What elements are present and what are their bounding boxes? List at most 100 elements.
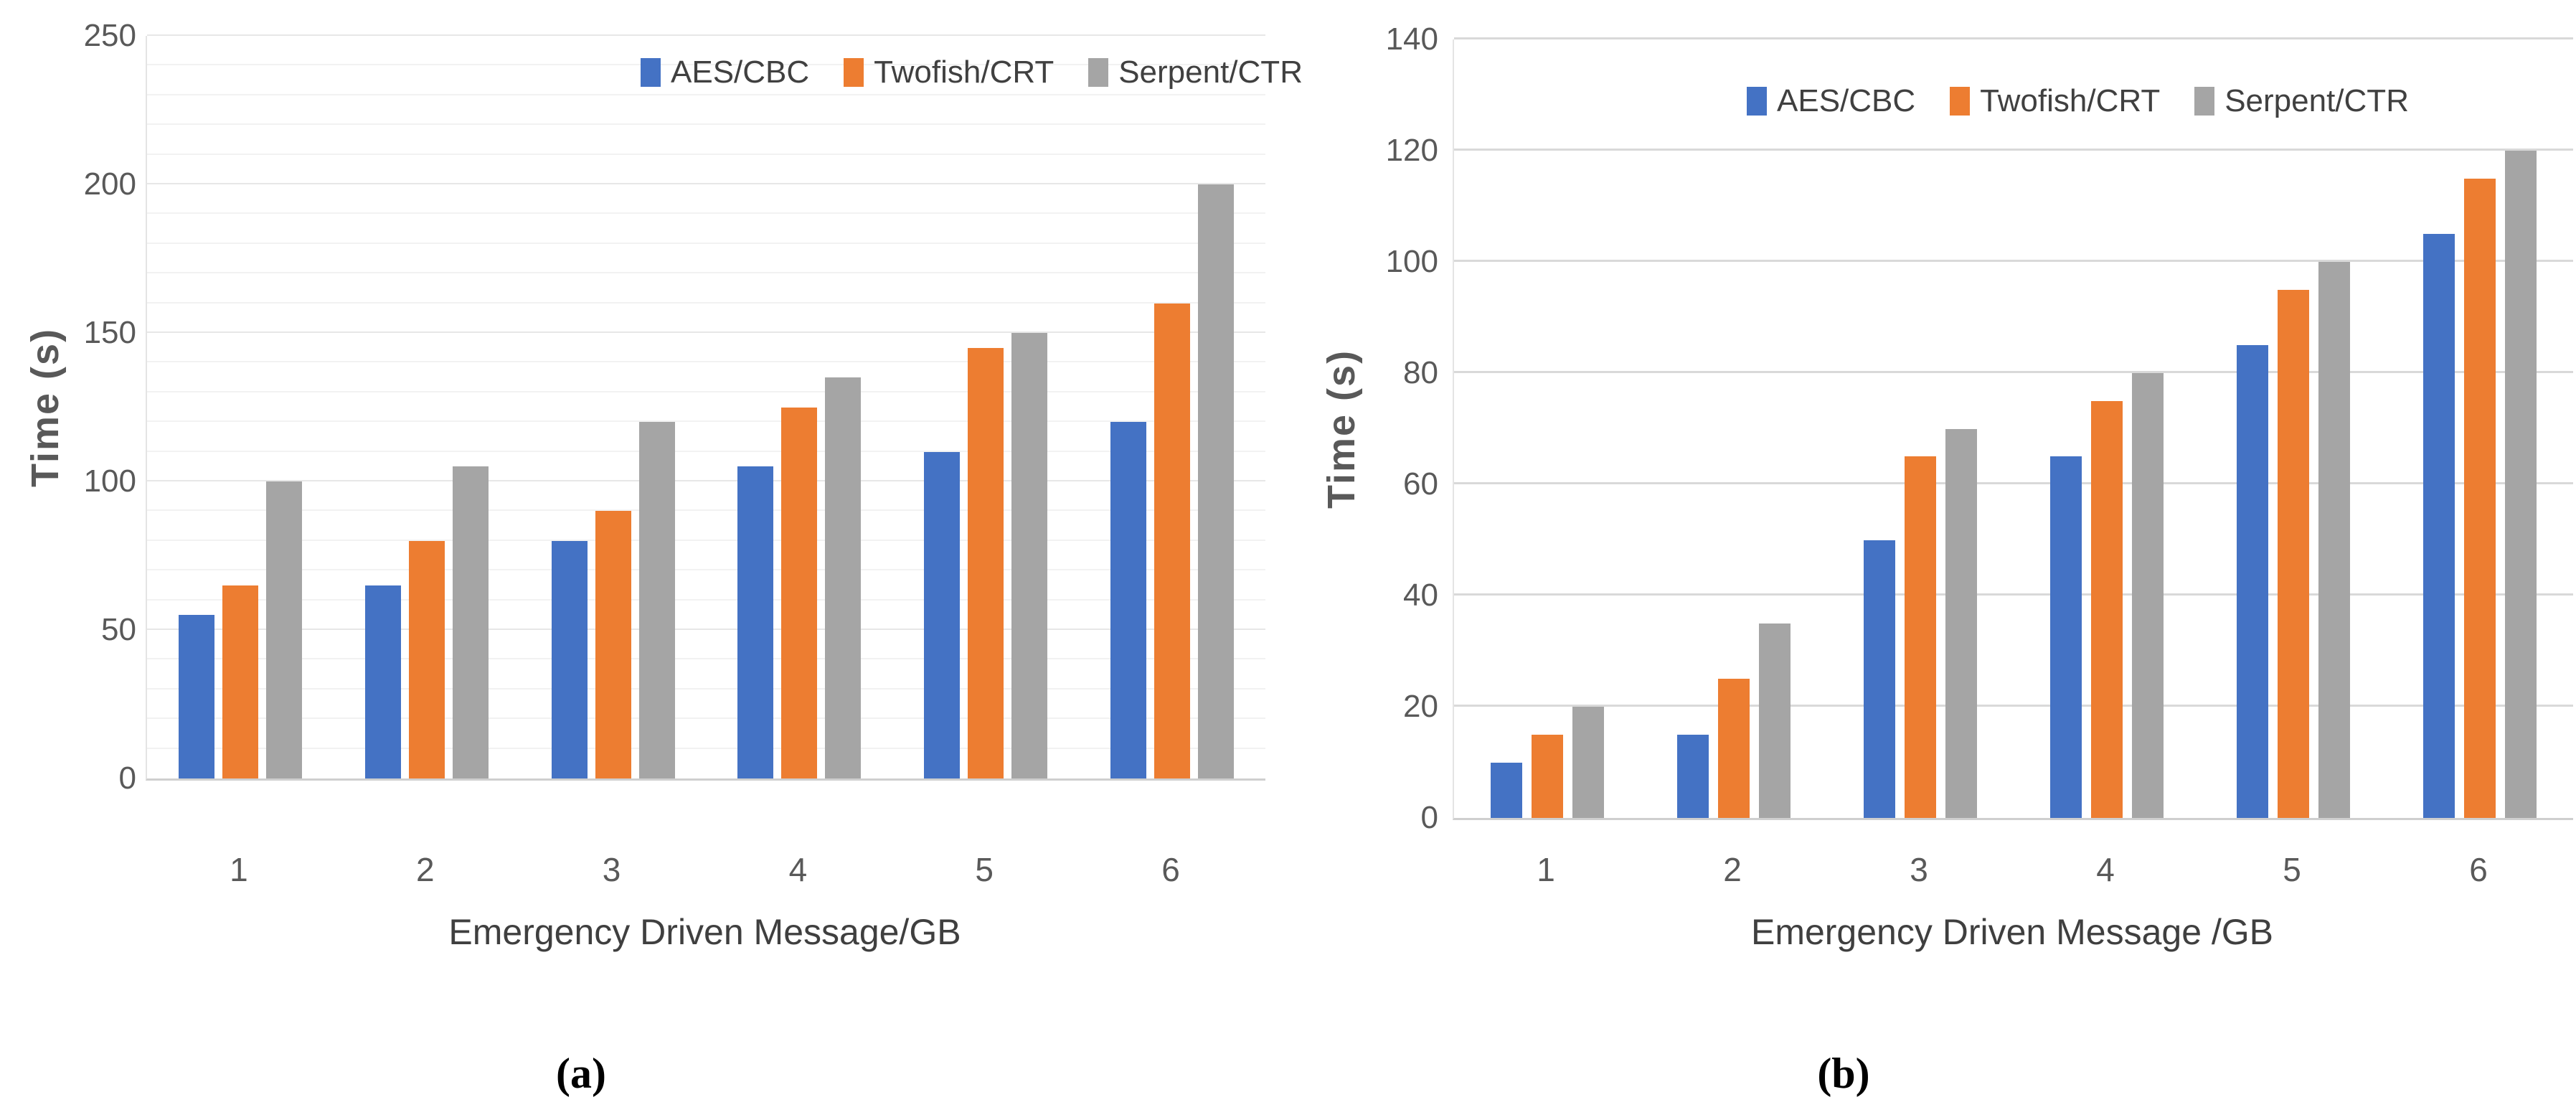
legend-label: Serpent/CTR [2224,83,2409,118]
caption-a: (a) [556,1050,606,1097]
gridline [147,450,1265,452]
gridline [147,598,1265,601]
bar-twofish-crt [2464,178,2496,818]
chart-a: Time (s) 0 50 100 150 200 250 AES/CBC Twofish/… [22,20,1303,1098]
gridline [147,629,1265,630]
gridline [147,272,1265,274]
bar-aes-cbc [2050,456,2082,818]
bar-twofish-crt [2278,289,2309,818]
legend-swatch-icon [1950,87,1971,116]
y-tick-label: 40 [1403,578,1438,613]
legend: AES/CBC Twofish/CRT Serpent/CTR [1747,83,2409,119]
x-axis-title: Emergency Driven Message /GB [1750,912,2274,952]
y-tick-label: 100 [1385,244,1438,279]
chart-b: Time (s) 0 20 40 60 80 100 120 140 AES/CBC Twofi… [1288,0,2576,1120]
gridline [147,420,1265,423]
y-axis-ticks: 0 20 40 60 80 100 120 140 [1316,24,1438,834]
legend-swatch-icon [1088,58,1109,87]
legend-label: Twofish/CRT [1980,83,2161,118]
bar-serpent-ctr [1011,333,1048,778]
gridline [147,717,1265,720]
gridline [147,361,1265,363]
gridline [147,64,1265,66]
gridline [1454,593,2573,596]
x-tick-label: 6 [1161,851,1180,888]
x-tick-label: 1 [230,851,248,888]
legend-item: Twofish/CRT [844,55,1054,90]
y-tick-label: 20 [1403,689,1438,724]
bar-twofish-crt [1532,734,1563,818]
gridline [1454,260,2573,262]
bar-serpent-ctr [825,377,862,778]
legend-label: AES/CBC [671,55,810,90]
bar-aes-cbc [364,585,401,778]
x-tick-label: 6 [2469,851,2488,888]
legend-item: AES/CBC [641,55,809,90]
legend-item: Twofish/CRT [1950,83,2160,119]
caption-b: (b) [1817,1050,1870,1097]
gridline [147,183,1265,184]
gridline [147,123,1265,126]
bar-twofish-crt [222,585,258,778]
bar-group-1 [1454,39,1641,818]
bar-group-3 [1827,39,2014,818]
y-tick-label: 80 [1403,355,1438,390]
bar-aes-cbc [1677,734,1709,818]
bar-serpent-ctr [1945,428,1977,818]
bar-serpent-ctr [265,481,302,778]
legend-swatch-icon [1747,87,1767,116]
legend: AES/CBC Twofish/CRT Serpent/CTR [641,55,1303,90]
y-tick-label: 120 [1385,133,1438,168]
y-tick-label: 100 [83,463,136,499]
bar-aes-cbc [178,615,214,778]
x-tick-label: 2 [1723,851,1742,888]
gridline [1454,482,2573,484]
bar-aes-cbc [551,540,588,778]
bar-group-1 [147,36,334,778]
gridline [147,480,1265,481]
bar-group-2 [334,36,520,778]
legend-swatch-icon [2194,87,2215,116]
bar-twofish-crt [408,540,445,778]
bar-group-3 [520,36,707,778]
x-tick-label: 2 [415,851,435,888]
x-tick-label: 5 [2283,851,2301,888]
bar-twofish-crt [781,407,818,778]
legend-item: Serpent/CTR [1088,55,1303,90]
x-tick-label: 1 [1537,851,1555,888]
gridline [147,331,1265,333]
bar-serpent-ctr [2505,151,2537,818]
gridline [147,658,1265,660]
bar-aes-cbc [924,451,961,778]
gridline [147,747,1265,749]
bar-group-4 [706,36,892,778]
y-tick-label: 250 [83,18,136,53]
bar-serpent-ctr [1759,623,1791,818]
bar-group-6 [1079,36,1265,778]
gridline [147,212,1265,215]
gridline [147,93,1265,95]
legend-swatch-icon [641,58,661,87]
x-axis-title: Emergency Driven Message/GB [448,912,961,952]
y-tick-label: 0 [118,761,136,796]
bar-aes-cbc [1110,422,1147,778]
bar-serpent-ctr [638,422,675,778]
bar-groups [1454,39,2573,818]
gridline [147,390,1265,392]
gridline [147,687,1265,690]
x-tick-label: 4 [2096,851,2115,888]
legend-label: Serpent/CTR [1118,55,1303,90]
bar-twofish-crt [595,511,631,778]
x-tick-label: 3 [1910,851,1928,888]
gridline [147,301,1265,303]
legend-item: Serpent/CTR [2194,83,2409,119]
bar-aes-cbc [2423,234,2455,818]
gridline [147,539,1265,541]
gridline [147,242,1265,244]
plot-area [146,34,1265,781]
y-axis-ticks: 0 50 100 150 200 250 [22,20,136,794]
bar-aes-cbc [737,466,774,778]
bar-serpent-ctr [452,466,489,778]
gridline [147,153,1265,155]
bar-aes-cbc [1491,762,1522,818]
